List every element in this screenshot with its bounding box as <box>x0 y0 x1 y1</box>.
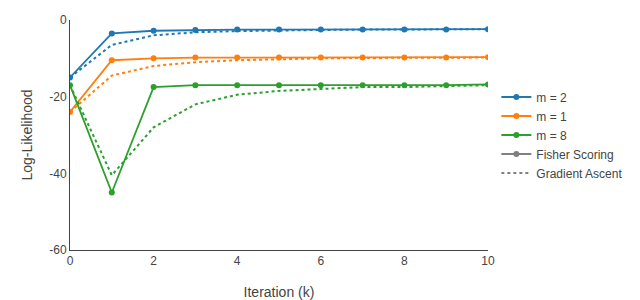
svg-text:10: 10 <box>481 254 495 268</box>
svg-text:Iteration (k): Iteration (k) <box>244 284 315 300</box>
svg-text:2: 2 <box>150 254 157 268</box>
svg-text:Fisher Scoring: Fisher Scoring <box>536 148 613 162</box>
svg-text:m = 1: m = 1 <box>536 110 567 124</box>
svg-text:-60: -60 <box>49 243 67 257</box>
svg-text:m = 2: m = 2 <box>536 91 567 105</box>
svg-text:-20: -20 <box>49 90 67 104</box>
svg-text:4: 4 <box>234 254 241 268</box>
svg-text:-40: -40 <box>49 167 67 181</box>
svg-text:0: 0 <box>67 254 74 268</box>
svg-text:Log-Likelihood: Log-Likelihood <box>19 89 35 180</box>
svg-text:6: 6 <box>317 254 324 268</box>
svg-text:m = 8: m = 8 <box>536 129 567 143</box>
svg-text:8: 8 <box>401 254 408 268</box>
svg-text:0: 0 <box>60 13 67 27</box>
svg-text:Gradient Ascent: Gradient Ascent <box>536 167 622 181</box>
